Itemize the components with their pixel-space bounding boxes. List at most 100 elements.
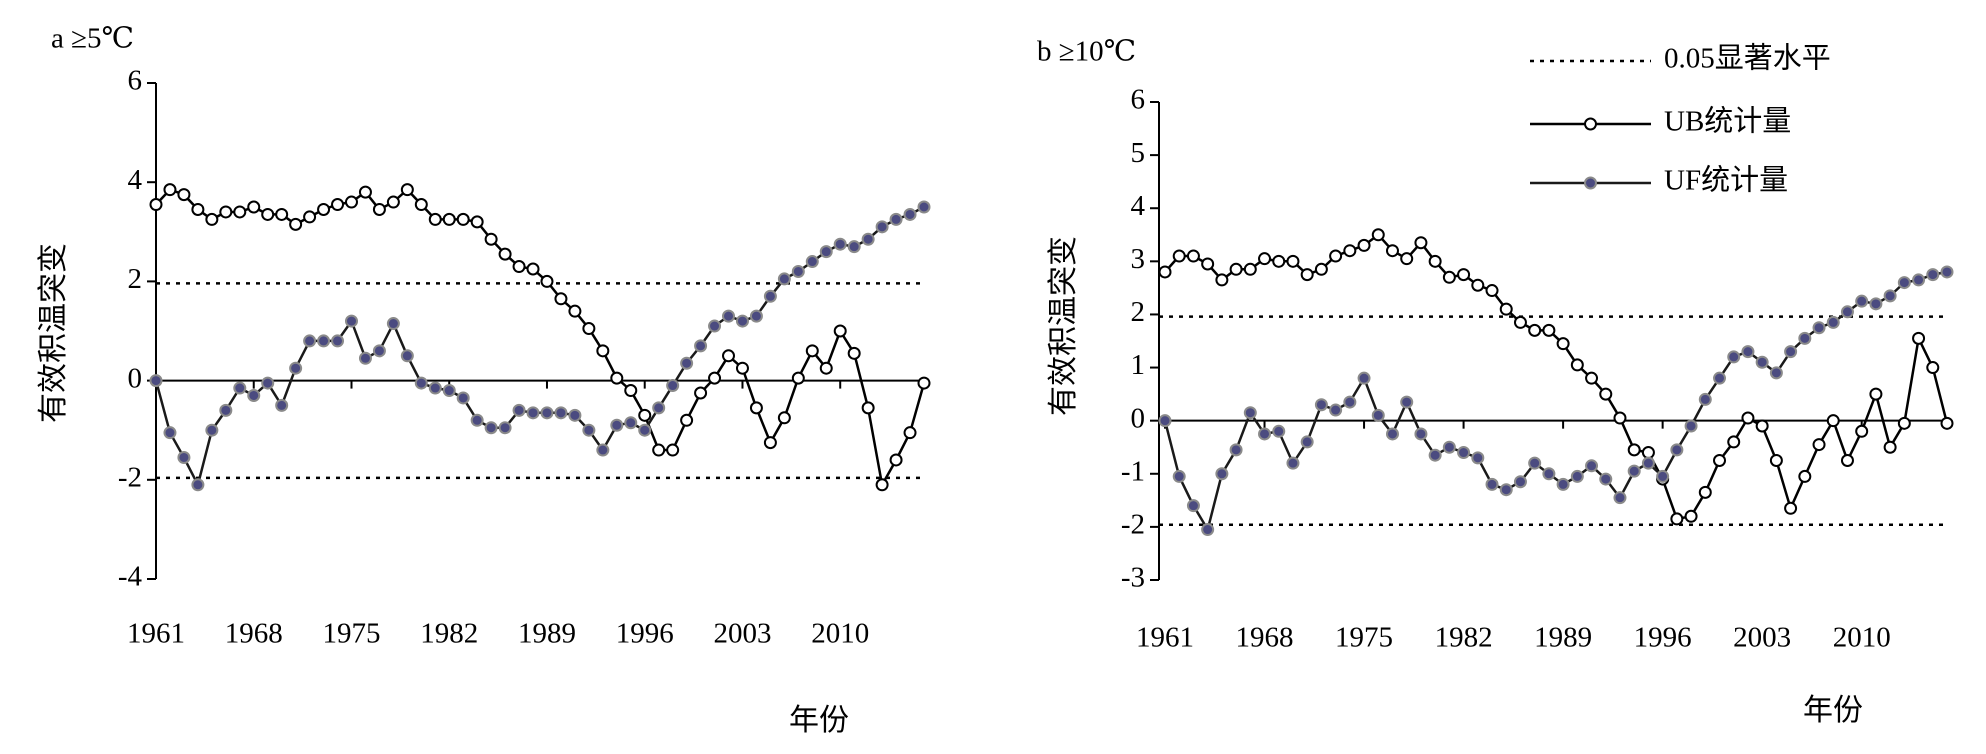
series-marker [1713,371,1727,385]
series-marker [344,195,358,209]
x-tick-label: 1989 [1534,622,1592,654]
series-marker [498,247,512,261]
series-marker [1926,268,1940,282]
series-marker [512,260,526,274]
series-marker [1755,419,1769,433]
series-marker [917,200,931,214]
series-marker [400,349,414,363]
series-marker [540,274,554,288]
series-marker [777,411,791,425]
series-marker [847,346,861,360]
series-marker [1684,509,1698,523]
series-marker [735,361,749,375]
series-marker [512,403,526,417]
y-tick-label: 0 [128,362,143,394]
series-marker [624,384,638,398]
series-marker [1912,331,1926,345]
series-marker [1741,345,1755,359]
series-marker [303,210,317,224]
series-marker [708,371,722,385]
series-marker [596,443,610,457]
series-marker [1385,244,1399,258]
series-line [1164,233,1949,521]
x-tick-label: 2010 [811,618,869,650]
series-marker [1329,403,1343,417]
x-tick-label: 1975 [322,618,380,650]
y-tick-label: -2 [118,461,142,493]
legend-label: 0.05显著水平 [1664,42,1831,75]
series-marker [1485,477,1499,491]
legend-marker [1584,176,1597,190]
series-marker [526,406,540,420]
y-tick-label: 3 [1131,243,1146,275]
series-marker [1698,485,1712,499]
series-marker [1457,268,1471,282]
series-marker [275,207,289,221]
series-marker [1428,448,1442,462]
series-marker [219,205,233,219]
series-marker [1442,440,1456,454]
series-marker [163,426,177,440]
series-marker [1627,443,1641,457]
series-marker [1343,395,1357,409]
series-marker [1784,345,1798,359]
legend-label: UB统计量 [1664,105,1791,138]
series-marker [149,374,163,388]
series-marker [1556,337,1570,351]
series-marker [358,185,372,199]
series-marker [749,309,763,323]
series-marker [722,349,736,363]
series-marker [177,450,191,464]
series-marker [1855,424,1869,438]
series-marker [1499,483,1513,497]
series-marker [596,344,610,358]
series-marker [1741,411,1755,425]
series-marker [1357,371,1371,385]
x-tick-label: 2003 [713,618,771,650]
series-marker [1542,467,1556,481]
series-marker [1243,262,1257,276]
y-tick-label: 5 [1131,137,1146,169]
series-marker [1215,273,1229,287]
x-tick-label: 1975 [1335,622,1393,654]
series-marker [1812,321,1826,335]
series-marker [1585,371,1599,385]
series-marker [833,237,847,251]
series-marker [680,413,694,427]
legend-marker [1584,117,1597,131]
series-marker [805,255,819,269]
series-marker [233,205,247,219]
legend-label: UF统计量 [1664,164,1788,197]
series-marker [652,443,666,457]
series-marker [205,212,219,226]
x-tick-label: 1968 [225,618,283,650]
series-marker [610,418,624,432]
x-tick-label: 1968 [1236,622,1294,654]
series-marker [1172,249,1186,263]
y-axis-label: 有效积温突变 [1047,236,1080,416]
series-marker [554,406,568,420]
series-marker [1243,406,1257,420]
series-marker [1769,454,1783,467]
series-marker [149,198,163,212]
series-marker [1457,446,1471,460]
x-tick-label: 1989 [518,618,576,650]
series-marker [386,195,400,209]
y-tick-label: 6 [128,65,143,97]
series-marker [456,391,470,405]
series-marker [344,314,358,328]
series-marker [1869,387,1883,401]
series-marker [1272,424,1286,438]
y-tick-label: 1 [1131,349,1146,381]
series-marker [1385,427,1399,441]
series-marker [791,264,805,278]
panel-title: a ≥5℃ [51,23,134,55]
series-marker [275,398,289,412]
series-marker [1826,414,1840,428]
series-marker [233,381,247,395]
y-tick-label: 2 [128,263,143,295]
series-marker [610,371,624,385]
series-marker [1286,456,1300,470]
series-marker [470,413,484,427]
